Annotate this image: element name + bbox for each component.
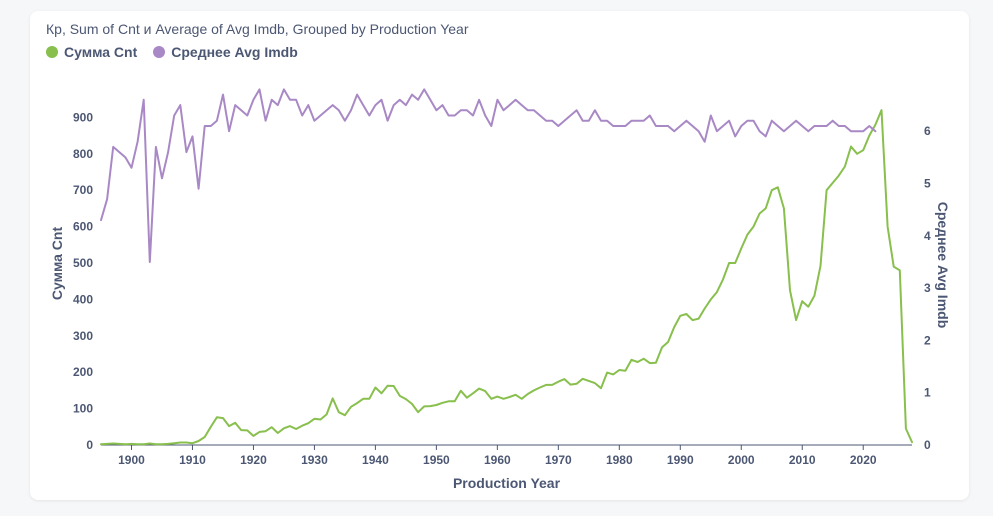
y-right-tick-label: 6 — [924, 124, 931, 138]
y-left-tick-label: 0 — [86, 438, 93, 452]
x-tick-label: 1900 — [118, 453, 145, 467]
y-right-tick-label: 1 — [924, 386, 931, 400]
legend-label-sum-cnt: Сумма Cnt — [64, 44, 138, 60]
x-tick-label: 1950 — [423, 453, 450, 467]
x-tick-label: 1920 — [240, 453, 267, 467]
y-right-tick-label: 0 — [924, 438, 931, 452]
y-left-tick-label: 200 — [73, 365, 93, 379]
y-right-tick-label: 2 — [924, 333, 931, 347]
y-left-tick-label: 700 — [73, 183, 93, 197]
y-right-tick-label: 5 — [924, 177, 931, 191]
series-line-avg-imdb — [100, 88, 877, 263]
legend-dot-avg-imdb — [153, 46, 166, 58]
legend-dot-sum-cnt — [46, 46, 58, 58]
y-left-axis-title: Сумма Cnt — [49, 227, 65, 301]
y-left-tick-label: 600 — [73, 220, 93, 234]
x-tick-label: 1990 — [667, 453, 694, 467]
x-axis-title: Production Year — [453, 475, 561, 491]
legend-label-avg-imdb: Среднее Avg Imdb — [171, 44, 298, 60]
chart-title: Кр, Sum of Cnt и Average of Avg Imdb, Gr… — [46, 21, 469, 37]
y-left-tick-label: 800 — [73, 147, 93, 161]
y-right-axis-title: Среднее Avg Imdb — [935, 202, 951, 329]
x-tick-label: 1980 — [606, 453, 633, 467]
x-tick-label: 1910 — [179, 453, 206, 467]
x-tick-label: 1960 — [484, 453, 511, 467]
x-tick-label: 1970 — [545, 453, 572, 467]
chart-card: Кр, Sum of Cnt и Average of Avg Imdb, Gr… — [30, 11, 969, 500]
legend: Сумма Cnt Среднее Avg Imdb — [46, 44, 298, 60]
legend-item-sum-cnt[interactable]: Сумма Cnt — [46, 44, 137, 60]
legend-item-avg-imdb[interactable]: Среднее Avg Imdb — [153, 44, 298, 60]
y-right-tick-label: 4 — [924, 229, 931, 243]
series-line-sum-cnt — [100, 109, 913, 446]
x-tick-label: 2020 — [850, 453, 877, 467]
y-right-tick-label: 3 — [924, 281, 931, 295]
y-left-tick-label: 900 — [73, 110, 93, 124]
y-left-tick-label: 400 — [73, 292, 93, 306]
y-left-tick-label: 100 — [73, 402, 93, 416]
y-left-tick-label: 500 — [73, 256, 93, 270]
y-left-tick-label: 300 — [73, 329, 93, 343]
x-tick-label: 1930 — [301, 453, 328, 467]
x-tick-label: 2010 — [789, 453, 816, 467]
x-tick-label: 1940 — [362, 453, 389, 467]
x-tick-label: 2000 — [728, 453, 755, 467]
